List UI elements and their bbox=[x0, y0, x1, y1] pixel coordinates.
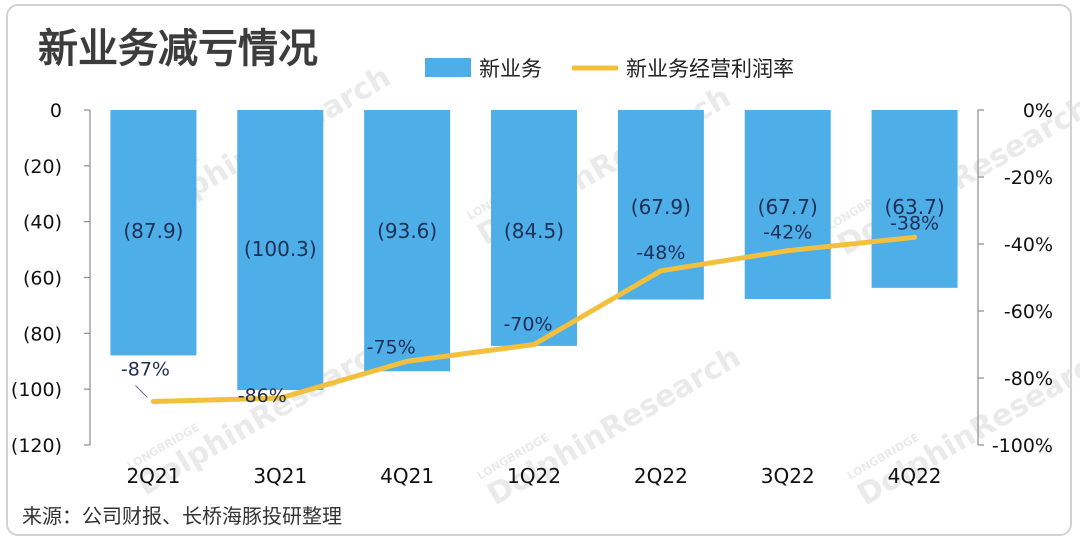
line-point bbox=[531, 342, 537, 347]
bar bbox=[237, 110, 324, 391]
right-tick-label: -20% bbox=[1004, 167, 1053, 189]
bar-data-label: (63.7) bbox=[885, 195, 945, 219]
right-tick-label: -60% bbox=[1004, 301, 1053, 323]
bar bbox=[744, 110, 831, 299]
right-axis: 0% -20% -40% -60% -80% -100% bbox=[978, 100, 1053, 457]
x-tick-label: 3Q21 bbox=[253, 464, 307, 488]
legend-bar-swatch bbox=[425, 58, 471, 77]
right-tick-label: 0% bbox=[1023, 100, 1053, 122]
line-data-label: -38% bbox=[890, 212, 939, 234]
watermark-name: DolphinResearch bbox=[852, 340, 1080, 513]
line-label-leader bbox=[135, 385, 148, 398]
line-point bbox=[785, 248, 791, 254]
bar-data-label: (67.9) bbox=[631, 195, 691, 219]
left-tick-label: (60) bbox=[23, 268, 62, 290]
left-tick-label: (80) bbox=[23, 323, 62, 345]
line-point bbox=[658, 268, 664, 274]
right-tick-label: -80% bbox=[1004, 368, 1053, 390]
x-tick-label: 2Q22 bbox=[634, 464, 688, 488]
left-tick-label: 0 bbox=[50, 100, 62, 122]
legend-line-label: 新业务经营利润率 bbox=[626, 57, 794, 81]
left-tick-label: (120) bbox=[11, 435, 62, 457]
line-data-label: -75% bbox=[367, 336, 416, 358]
right-tick-label: -40% bbox=[1004, 234, 1053, 256]
line-data-label: -42% bbox=[763, 222, 812, 244]
line-data-label: -87% bbox=[121, 358, 170, 380]
line-data-label: -48% bbox=[636, 242, 685, 264]
bar-data-label: (84.5) bbox=[504, 219, 564, 243]
x-axis: 2Q21 3Q21 4Q21 1Q22 2Q22 3Q22 4Q22 bbox=[126, 464, 941, 488]
legend: 新业务 新业务经营利润率 bbox=[425, 57, 794, 81]
x-tick-label: 2Q21 bbox=[126, 464, 180, 488]
legend-bar-label: 新业务 bbox=[479, 57, 542, 81]
bar-data-label: (100.3) bbox=[244, 237, 317, 261]
bar bbox=[364, 110, 451, 372]
bar-labels: (87.9) (100.3) (93.6) (84.5) (67.9) (67.7) (63… bbox=[123, 195, 944, 261]
x-tick-label: 3Q22 bbox=[761, 464, 815, 488]
left-axis: 0 (20) (40) (60) (80) (100) (120) bbox=[11, 100, 90, 457]
line-data-label: -86% bbox=[238, 385, 287, 407]
right-tick-label: -100% bbox=[992, 435, 1053, 457]
left-tick-label: (40) bbox=[23, 212, 62, 234]
bar-data-label: (87.9) bbox=[123, 219, 183, 243]
bar bbox=[871, 110, 958, 288]
line-point bbox=[912, 234, 918, 240]
line-point bbox=[277, 395, 283, 401]
line-point bbox=[404, 358, 410, 364]
bar bbox=[491, 110, 577, 346]
source-note: 来源：公司财报、长桥海豚投研整理 bbox=[22, 504, 342, 528]
chart-title: 新业务减亏情况 bbox=[38, 26, 318, 72]
line-point bbox=[150, 398, 156, 404]
bar-data-label: (93.6) bbox=[377, 219, 437, 243]
left-tick-label: (20) bbox=[23, 156, 62, 178]
line-data-label: -70% bbox=[503, 314, 552, 336]
left-tick-label: (100) bbox=[11, 379, 62, 401]
x-tick-label: 4Q22 bbox=[888, 464, 942, 488]
bar-data-label: (67.7) bbox=[758, 195, 818, 219]
x-tick-label: 1Q22 bbox=[507, 464, 561, 488]
bars bbox=[110, 110, 958, 391]
line-series: -87% -86% -75% -70% -48% -42% -38% bbox=[121, 212, 939, 407]
bar bbox=[110, 110, 197, 356]
x-tick-label: 4Q21 bbox=[380, 464, 434, 488]
